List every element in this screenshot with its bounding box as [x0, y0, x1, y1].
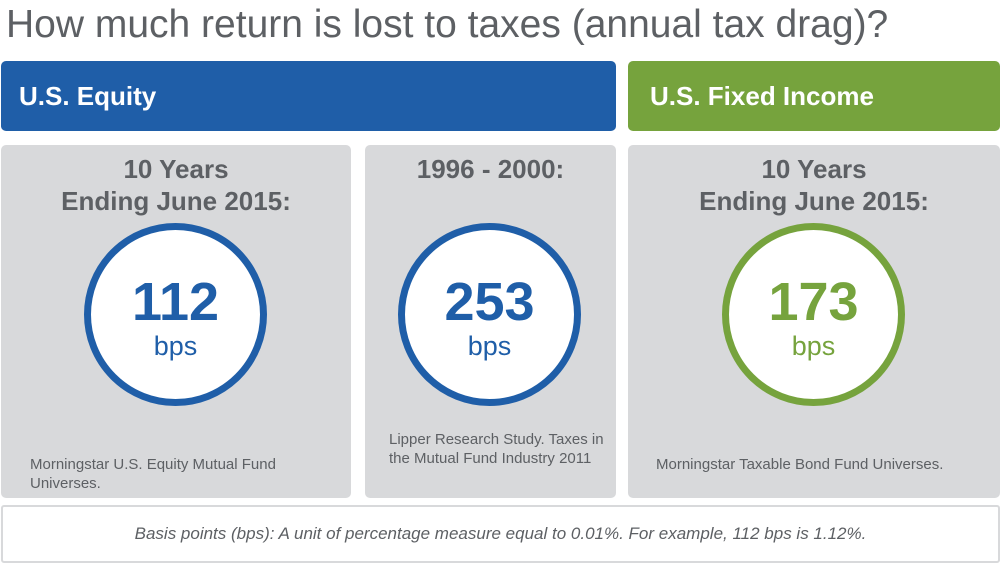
source-note: Lipper Research Study. Taxes in the Mutu…	[389, 431, 604, 467]
us-equity-banner: U.S. Equity	[1, 61, 616, 131]
card-heading-line1: 10 Years	[123, 154, 229, 184]
tax-drag-value: 173	[768, 271, 859, 332]
tax-drag-ring: 112 bps	[84, 223, 267, 406]
source-note: Morningstar Taxable Bond Fund Universes.	[656, 456, 944, 473]
source-note: Morningstar U.S. Equity Mutual Fund Univ…	[30, 456, 276, 492]
tax-drag-value: 112	[131, 271, 220, 332]
card-heading: 10 Years Ending June 2015:	[628, 153, 1000, 217]
tax-drag-unit: bps	[467, 330, 512, 361]
equity-1996-2000-card: 1996 - 2000: 253 bps Lipper Research Stu…	[365, 145, 616, 498]
card-heading: 1996 - 2000:	[365, 153, 616, 185]
tax-drag-unit: bps	[791, 330, 836, 361]
tax-drag-ring: 173 bps	[722, 223, 905, 406]
footnote-text: Basis points (bps): A unit of percentage…	[134, 524, 867, 543]
equity-10-year-card: 10 Years Ending June 2015: 112 bps Morni…	[1, 145, 351, 498]
card-heading-line2: Ending June 2015:	[61, 186, 291, 216]
us-equity-banner-label: U.S. Equity	[19, 80, 157, 111]
tax-drag-ring: 253 bps	[398, 223, 581, 406]
card-heading-line1: 1996 - 2000:	[416, 154, 565, 184]
us-fixed-income-banner: U.S. Fixed Income	[628, 61, 1000, 131]
tax-drag-value: 253	[444, 271, 535, 332]
tax-drag-unit: bps	[153, 330, 198, 361]
card-heading-line1: 10 Years	[761, 154, 867, 184]
us-fixed-income-banner-label: U.S. Fixed Income	[650, 80, 874, 111]
card-heading-line2: Ending June 2015:	[699, 186, 929, 216]
page-title: How much return is lost to taxes (annual…	[6, 3, 889, 46]
footnote: Basis points (bps): A unit of percentage…	[1, 505, 1000, 563]
card-heading: 10 Years Ending June 2015:	[1, 153, 351, 217]
fixed-income-10-year-card: 10 Years Ending June 2015: 173 bps Morni…	[628, 145, 1000, 498]
